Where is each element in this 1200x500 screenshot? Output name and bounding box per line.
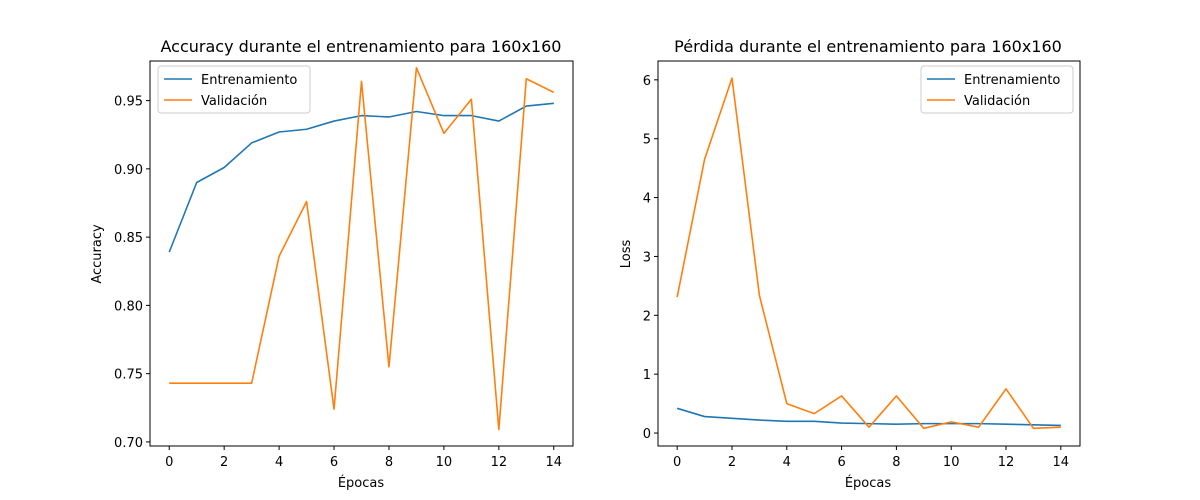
- y-tick-label: 1: [643, 368, 651, 383]
- y-axis-label: Loss: [619, 240, 634, 269]
- chart-title: Accuracy durante el entrenamiento para 1…: [161, 37, 562, 56]
- x-tick-label: 10: [943, 455, 960, 470]
- series-line-validacion: [676, 77, 1061, 430]
- series-line-entrenamiento: [168, 102, 554, 253]
- legend-box: [920, 65, 1074, 114]
- y-tick-label: 3: [643, 250, 651, 265]
- x-tick-label: 12: [998, 455, 1015, 470]
- legend-box: [157, 65, 311, 114]
- plot-frame: [657, 60, 1081, 447]
- y-tick-label: 0.90: [114, 163, 143, 178]
- y-tick-label: 0.75: [114, 368, 143, 383]
- legend-label: Entrenamiento: [201, 73, 297, 88]
- y-tick-label: 0.80: [114, 299, 143, 314]
- legend: Entrenamiento Validación: [157, 65, 311, 114]
- series-line-entrenamiento: [676, 407, 1061, 427]
- legend-label: Validación: [964, 94, 1030, 109]
- x-tick-label: 14: [1053, 455, 1070, 470]
- x-tick-label: 4: [275, 455, 283, 470]
- legend-label: Validación: [201, 94, 267, 109]
- x-tick-label: 2: [220, 455, 228, 470]
- x-tick-label: 8: [892, 455, 900, 470]
- legend-label: Entrenamiento: [964, 73, 1060, 88]
- x-tick-label: 6: [837, 455, 845, 470]
- x-tick-label: 2: [728, 455, 736, 470]
- x-axis-label: Épocas: [338, 475, 385, 491]
- loss-chart: Pérdida durante el entrenamiento para 16…: [619, 37, 1081, 491]
- y-tick-label: 0: [643, 427, 651, 442]
- chart-title: Pérdida durante el entrenamiento para 16…: [674, 37, 1062, 56]
- x-tick-label: 4: [783, 455, 791, 470]
- y-tick-label: 5: [643, 133, 651, 148]
- y-tick-label: 0.70: [114, 436, 143, 451]
- y-tick-label: 4: [643, 192, 651, 207]
- legend: Entrenamiento Validación: [920, 65, 1074, 114]
- y-tick-label: 0.85: [114, 231, 143, 246]
- y-axis-label: Accuracy: [90, 224, 105, 284]
- y-tick-label: 0.95: [114, 95, 143, 110]
- x-tick-label: 0: [673, 455, 681, 470]
- x-tick-label: 0: [165, 455, 173, 470]
- x-tick-label: 12: [491, 455, 508, 470]
- x-axis-label: Épocas: [845, 475, 892, 491]
- y-tick-label: 2: [643, 309, 651, 324]
- plot-frame: [149, 60, 574, 447]
- x-tick-label: 14: [545, 455, 562, 470]
- series-line-validacion: [169, 67, 555, 431]
- x-tick-label: 8: [385, 455, 393, 470]
- x-tick-label: 10: [436, 455, 453, 470]
- accuracy-chart: Accuracy durante el entrenamiento para 1…: [90, 37, 574, 491]
- x-tick-label: 6: [330, 455, 338, 470]
- y-tick-label: 6: [643, 74, 651, 89]
